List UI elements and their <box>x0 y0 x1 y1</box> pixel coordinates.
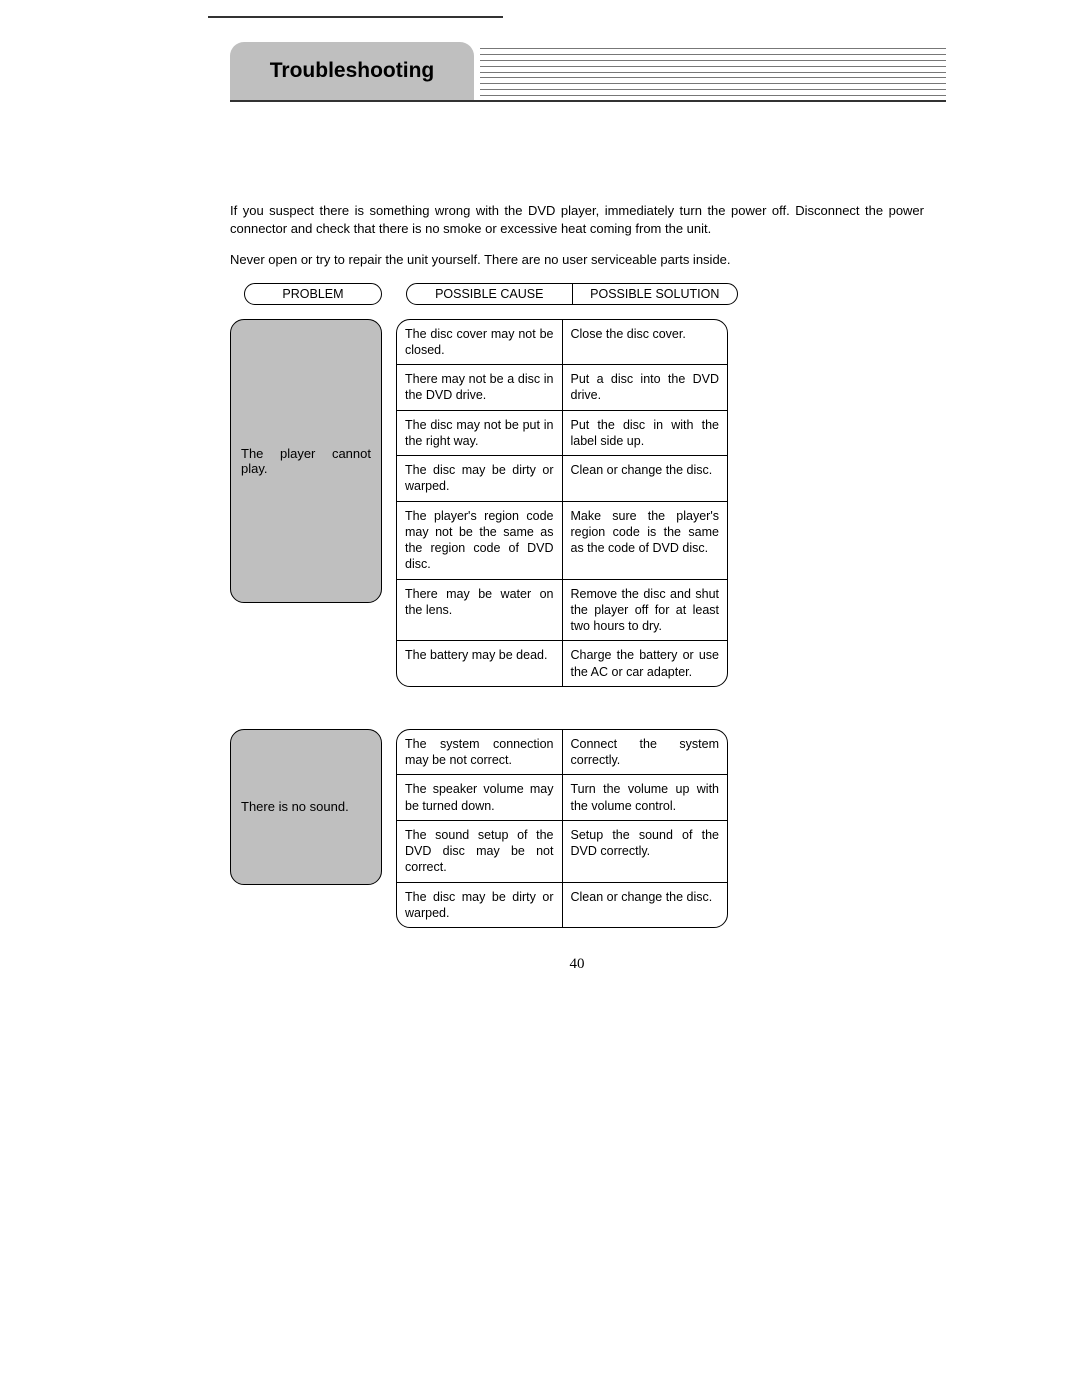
table-row: The disc may not be put in the right way… <box>397 411 727 457</box>
header-cause: POSSIBLE CAUSE <box>407 284 573 304</box>
table-row: The battery may be dead. Charge the batt… <box>397 641 727 686</box>
troubleshoot-section: There is no sound. The system connection… <box>208 729 946 928</box>
cause-cell: There may not be a disc in the DVD drive… <box>397 365 563 410</box>
solution-cell: Make sure the player's region code is th… <box>563 502 728 579</box>
table-row: The disc cover may not be closed. Close … <box>397 320 727 366</box>
column-headers: PROBLEM POSSIBLE CAUSE POSSIBLE SOLUTION <box>208 283 946 305</box>
solution-cell: Put the disc in with the label side up. <box>563 411 728 456</box>
solution-cell: Turn the volume up with the volume contr… <box>563 775 728 820</box>
table-row: The speaker volume may be turned down. T… <box>397 775 727 821</box>
problem-box: The player cannot play. <box>230 319 382 603</box>
cause-cell: The sound setup of the DVD disc may be n… <box>397 821 563 882</box>
table-row: The disc may be dirty or warped. Clean o… <box>397 883 727 928</box>
page-title: Troubleshooting <box>270 59 434 83</box>
cause-solution-table: The system connection may be not correct… <box>396 729 728 928</box>
solution-cell: Charge the battery or use the AC or car … <box>563 641 728 686</box>
header-row: Troubleshooting <box>208 42 946 102</box>
header-decorative-lines <box>480 48 946 96</box>
cause-cell: There may be water on the lens. <box>397 580 563 641</box>
title-pill: Troubleshooting <box>230 42 474 100</box>
cause-cell: The battery may be dead. <box>397 641 563 686</box>
cause-cell: The disc may be dirty or warped. <box>397 883 563 928</box>
page-content: Troubleshooting If you suspect there is … <box>208 0 946 973</box>
cause-cell: The disc cover may not be closed. <box>397 320 563 365</box>
cause-cell: The system connection may be not correct… <box>397 730 563 775</box>
header-problem: PROBLEM <box>244 283 382 305</box>
header-underline <box>230 100 946 102</box>
intro-p2: Never open or try to repair the unit you… <box>230 251 924 269</box>
intro-p1: If you suspect there is something wrong … <box>230 202 924 237</box>
solution-cell: Clean or change the disc. <box>563 883 728 928</box>
table-row: The sound setup of the DVD disc may be n… <box>397 821 727 883</box>
cause-cell: The disc may not be put in the right way… <box>397 411 563 456</box>
table-row: The player's region code may not be the … <box>397 502 727 580</box>
solution-cell: Remove the disc and shut the player off … <box>563 580 728 641</box>
table-row: There may not be a disc in the DVD drive… <box>397 365 727 411</box>
problem-box: There is no sound. <box>230 729 382 885</box>
solution-cell: Setup the sound of the DVD correctly. <box>563 821 728 882</box>
troubleshoot-section: The player cannot play. The disc cover m… <box>208 319 946 687</box>
table-row: There may be water on the lens. Remove t… <box>397 580 727 642</box>
solution-cell: Clean or change the disc. <box>563 456 728 501</box>
solution-cell: Close the disc cover. <box>563 320 728 365</box>
header-cause-solution: POSSIBLE CAUSE POSSIBLE SOLUTION <box>406 283 738 305</box>
solution-cell: Connect the system correctly. <box>563 730 728 775</box>
page-number: 40 <box>208 956 946 973</box>
cause-cell: The disc may be dirty or warped. <box>397 456 563 501</box>
cause-cell: The speaker volume may be turned down. <box>397 775 563 820</box>
solution-cell: Put a disc into the DVD drive. <box>563 365 728 410</box>
problem-text: The player cannot play. <box>241 446 371 476</box>
cause-solution-table: The disc cover may not be closed. Close … <box>396 319 728 687</box>
header-solution: POSSIBLE SOLUTION <box>573 284 738 304</box>
table-row: The system connection may be not correct… <box>397 730 727 776</box>
intro-text: If you suspect there is something wrong … <box>208 202 946 269</box>
cause-cell: The player's region code may not be the … <box>397 502 563 579</box>
table-row: The disc may be dirty or warped. Clean o… <box>397 456 727 502</box>
problem-text: There is no sound. <box>241 799 349 814</box>
